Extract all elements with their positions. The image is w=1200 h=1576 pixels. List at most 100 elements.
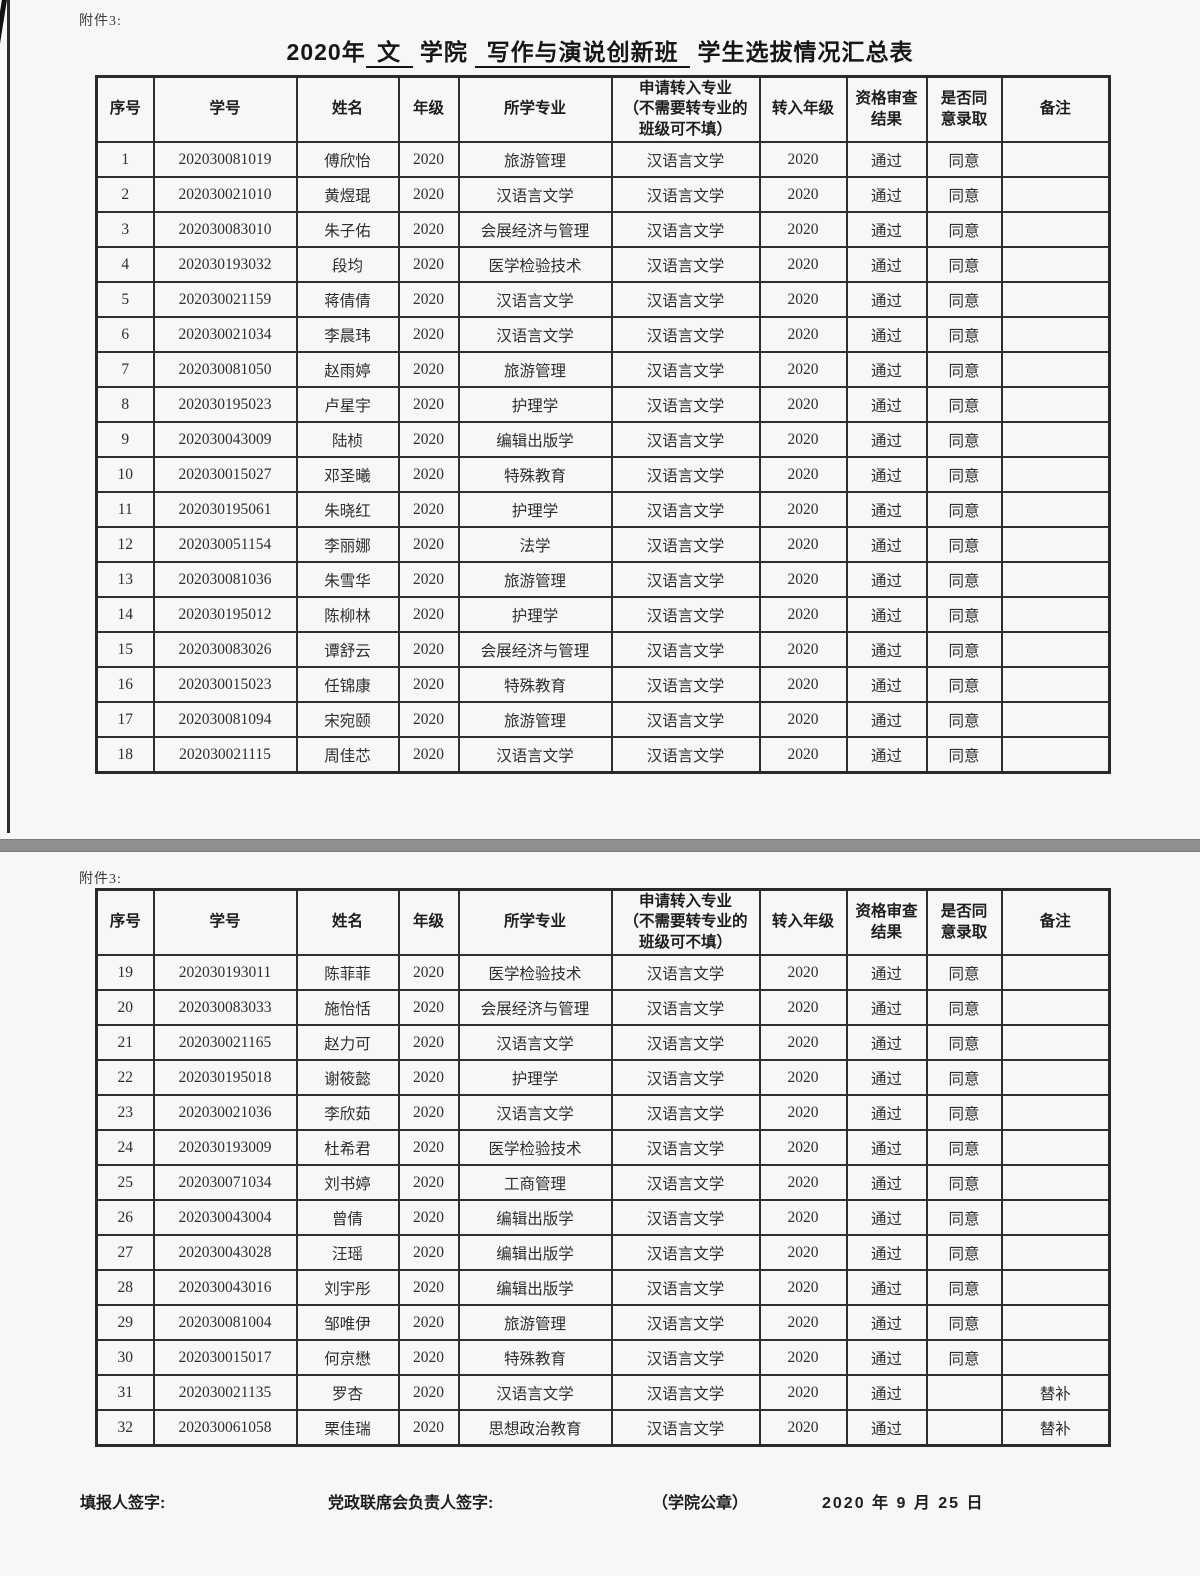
column-header-no: 序号 [95, 888, 155, 956]
table-row: 2 202030021010 黄煜琨 2020 汉语言文学 汉语言文学 2020 通过 同意 [95, 176, 1111, 213]
cell-transfer_major: 汉语言文学 [610, 491, 761, 528]
cell-admit: 同意 [925, 316, 1003, 353]
cell-transfer_grade: 2020 [758, 1059, 848, 1096]
cell-no: 23 [95, 1094, 155, 1131]
cell-student_id: 202030043004 [152, 1199, 298, 1236]
cell-remark [1000, 736, 1111, 774]
cell-grade: 2020 [397, 246, 460, 283]
cell-remark [1000, 456, 1111, 493]
cell-review: 通过 [845, 456, 928, 493]
cell-grade: 2020 [397, 1339, 460, 1376]
cell-transfer_grade: 2020 [758, 316, 848, 353]
cell-major: 旅游管理 [457, 351, 613, 388]
column-header-transfer_major: 申请转入专业 （不需要转专业的 班级可不填） [610, 75, 761, 143]
cell-student_id: 202030021159 [152, 281, 298, 318]
table-row: 23 202030021036 李欣茹 2020 汉语言文学 汉语言文学 2020 通过 同意 [95, 1094, 1111, 1131]
cell-name: 曾倩 [295, 1199, 400, 1236]
cell-name: 刘书婷 [295, 1164, 400, 1201]
column-header-remark: 备注 [1000, 888, 1111, 956]
cell-transfer_grade: 2020 [758, 456, 848, 493]
cell-grade: 2020 [397, 141, 460, 178]
table-row: 29 202030081004 邹唯伊 2020 旅游管理 汉语言文学 2020 通过 同意 [95, 1304, 1111, 1341]
cell-major: 护理学 [457, 596, 613, 633]
cell-no: 4 [95, 246, 155, 283]
title-segment: 学生选拔情况汇总表 [690, 39, 914, 65]
cell-grade: 2020 [397, 954, 460, 991]
cell-review: 通过 [845, 736, 928, 774]
cell-student_id: 202030021034 [152, 316, 298, 353]
cell-remark [1000, 1199, 1111, 1236]
cell-student_id: 202030021036 [152, 1094, 298, 1131]
cell-transfer_major: 汉语言文学 [610, 421, 761, 458]
column-header-review: 资格审查 结果 [845, 75, 928, 143]
cell-no: 20 [95, 989, 155, 1026]
table-body-page-2: 19 202030193011 陈菲菲 2020 医学检验技术 汉语言文学 2020 通过 同意… [95, 954, 1111, 1447]
roster-table-page-1: 序号 学号 姓名 年级 所学专业 申请转入专业 （不需要转专业的 班级可不填） 转入年级 资格… [95, 75, 1111, 774]
cell-review: 通过 [845, 491, 928, 528]
cell-student_id: 202030195023 [152, 386, 298, 423]
cell-review: 通过 [845, 631, 928, 668]
cell-remark [1000, 526, 1111, 563]
cell-admit: 同意 [925, 1024, 1003, 1061]
cell-grade: 2020 [397, 561, 460, 598]
column-header-admit: 是否同 意录取 [925, 888, 1003, 956]
cell-student_id: 202030015023 [152, 666, 298, 703]
cell-major: 编辑出版学 [457, 1234, 613, 1271]
cell-transfer_grade: 2020 [758, 1304, 848, 1341]
cell-student_id: 202030081036 [152, 561, 298, 598]
cell-grade: 2020 [397, 211, 460, 248]
cell-remark [1000, 1269, 1111, 1306]
cell-grade: 2020 [397, 176, 460, 213]
cell-review: 通过 [845, 1269, 928, 1306]
cell-grade: 2020 [397, 736, 460, 774]
table-row: 20 202030083033 施怡恬 2020 会展经济与管理 汉语言文学 2020 通过同… [95, 989, 1111, 1026]
cell-remark [1000, 1304, 1111, 1341]
signature-row: 填报人签字: 党政联席会负责人签字: （学院公章） 2020 年 9 月 25 … [0, 1489, 1200, 1513]
cell-transfer_grade: 2020 [758, 526, 848, 563]
cell-remark [1000, 1339, 1111, 1376]
cell-remark [1000, 666, 1111, 703]
cell-grade: 2020 [397, 666, 460, 703]
cell-review: 通过 [845, 1409, 928, 1447]
scan-left-edge-artifact [7, 0, 10, 833]
cell-review: 通过 [845, 246, 928, 283]
table-row: 14 202030195012 陈柳林 2020 护理学 汉语言文学 2020 通过 同意 [95, 596, 1111, 633]
cell-review: 通过 [845, 701, 928, 738]
cell-major: 汉语言文学 [457, 176, 613, 213]
cell-review: 通过 [845, 1339, 928, 1376]
header-row: 序号 学号 姓名 年级 所学专业 申请转入专业 （不需要转专业的 班级可不填） 转入年级 资格… [95, 888, 1111, 956]
cell-name: 陈柳林 [295, 596, 400, 633]
page-2: 附件3: 序号 学号 姓名 年级 所学专业 申请转入专业 （不需要转专业的 班级可不填）转… [0, 851, 1200, 1576]
cell-no: 31 [95, 1374, 155, 1411]
table-row: 25 202030071034 刘书婷 2020 工商管理 汉语言文学 2020 通过 同意 [95, 1164, 1111, 1201]
cell-grade: 2020 [397, 1199, 460, 1236]
cell-transfer_major: 汉语言文学 [610, 246, 761, 283]
cell-grade: 2020 [397, 1024, 460, 1061]
table-row: 12 202030051154 李丽娜 2020 法学 汉语言文学 2020 通过 同意 [95, 526, 1111, 563]
cell-remark [1000, 1024, 1111, 1061]
cell-major: 旅游管理 [457, 1304, 613, 1341]
cell-name: 何京懋 [295, 1339, 400, 1376]
cell-review: 通过 [845, 954, 928, 991]
table-row: 19 202030193011 陈菲菲 2020 医学检验技术 汉语言文学 2020 通过 同意 [95, 954, 1111, 991]
cell-remark [1000, 1234, 1111, 1271]
cell-review: 通过 [845, 1094, 928, 1131]
cell-grade: 2020 [397, 526, 460, 563]
cell-grade: 2020 [397, 631, 460, 668]
leader-signature-label: 党政联席会负责人签字: [328, 1495, 494, 1512]
cell-name: 段均 [295, 246, 400, 283]
cell-student_id: 202030051154 [152, 526, 298, 563]
cell-remark [1000, 351, 1111, 388]
column-header-admit: 是否同 意录取 [925, 75, 1003, 143]
cell-student_id: 202030193032 [152, 246, 298, 283]
cell-name: 李丽娜 [295, 526, 400, 563]
cell-transfer_major: 汉语言文学 [610, 316, 761, 353]
cell-grade: 2020 [397, 281, 460, 318]
cell-admit: 同意 [925, 1304, 1003, 1341]
cell-review: 通过 [845, 1164, 928, 1201]
cell-name: 朱晓红 [295, 491, 400, 528]
cell-no: 8 [95, 386, 155, 423]
column-header-major: 所学专业 [457, 75, 613, 143]
cell-student_id: 202030015027 [152, 456, 298, 493]
cell-no: 13 [95, 561, 155, 598]
